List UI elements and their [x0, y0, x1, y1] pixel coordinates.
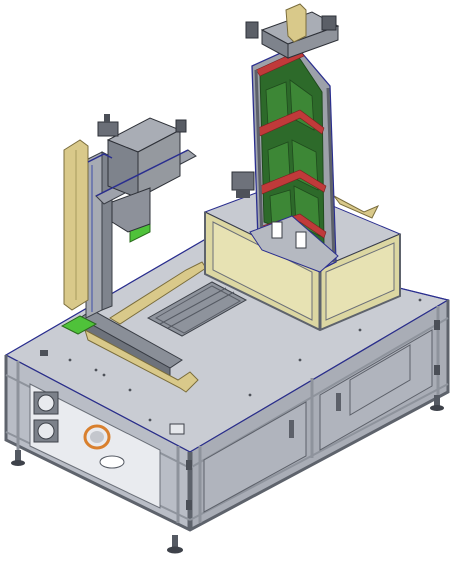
top-actuator: [245, 3, 340, 59]
fixture-rail-right: [326, 87, 336, 263]
hinge: [434, 320, 440, 330]
top-mounting-holes: [40, 298, 422, 435]
camera-lens-mount: [111, 187, 151, 233]
hinge: [434, 365, 440, 375]
z-motor: [97, 114, 119, 137]
bracket-slot: [271, 221, 283, 239]
platform-motor: [231, 171, 255, 198]
top-drag-chain: [285, 3, 307, 43]
cabinet-door-right: [319, 329, 433, 451]
hinge: [186, 500, 192, 510]
top-sensor: [245, 21, 259, 39]
foot-left: [11, 450, 25, 466]
cabinet-door-inset: [349, 344, 411, 416]
bracket-slot: [295, 231, 307, 249]
leveling-feet: [11, 395, 444, 554]
left-camera-gantry: [60, 114, 248, 393]
cabinet-door-left: [203, 401, 307, 513]
fixture-rail-left: [254, 69, 264, 239]
internal-orange-ring: [83, 424, 125, 469]
left-window-opening: [29, 383, 161, 509]
y-axis-bed: [146, 281, 248, 337]
hinge: [186, 460, 192, 470]
fan-unit-top: [33, 391, 59, 415]
drag-chain-base: [84, 328, 199, 393]
door-handle-left: [289, 420, 294, 438]
pcb-fixture-tower: [245, 3, 340, 273]
top-motor: [321, 15, 337, 31]
door-handle-right: [336, 393, 341, 411]
foot-right: [430, 395, 444, 411]
green-mount-plate: [60, 315, 98, 335]
foot-front: [167, 535, 183, 554]
fan-unit-bottom: [33, 419, 59, 443]
camera-housing: [106, 117, 187, 199]
platform-drag-chain: [333, 195, 380, 219]
